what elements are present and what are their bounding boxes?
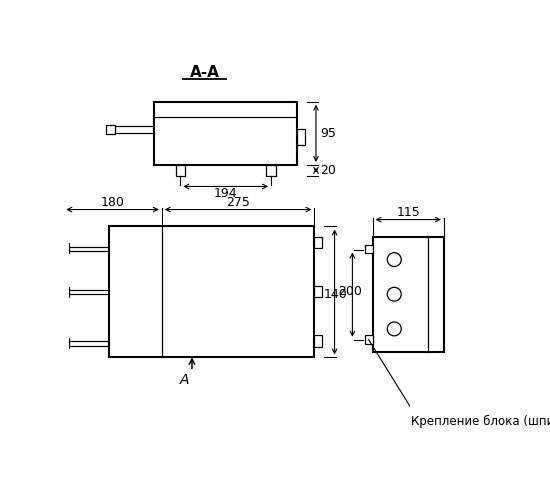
Bar (266, 165, 276, 176)
Bar (372, 237, 444, 352)
Bar (298, 130, 305, 145)
Bar (315, 286, 322, 297)
Text: 200: 200 (338, 286, 362, 298)
Text: 115: 115 (397, 206, 420, 219)
Bar (59, 338, 69, 348)
Bar (315, 335, 322, 346)
Text: 20: 20 (320, 164, 336, 177)
Bar (59, 287, 69, 297)
Bar (59, 244, 69, 253)
Text: А: А (179, 373, 189, 387)
Bar (365, 335, 372, 344)
Text: 95: 95 (320, 127, 336, 140)
Bar (365, 245, 372, 253)
Bar (154, 102, 298, 165)
Text: 275: 275 (226, 196, 250, 209)
Text: 194: 194 (214, 187, 238, 200)
Text: А-А: А-А (189, 65, 219, 80)
Text: 140: 140 (324, 288, 348, 301)
Bar (315, 237, 322, 248)
Text: Крепление блока (шпилька М6 с гайками): Крепление блока (шпилька М6 с гайками) (411, 415, 550, 428)
Bar (109, 227, 315, 357)
Text: 180: 180 (101, 196, 124, 209)
Bar (175, 165, 185, 176)
Bar (106, 125, 116, 134)
